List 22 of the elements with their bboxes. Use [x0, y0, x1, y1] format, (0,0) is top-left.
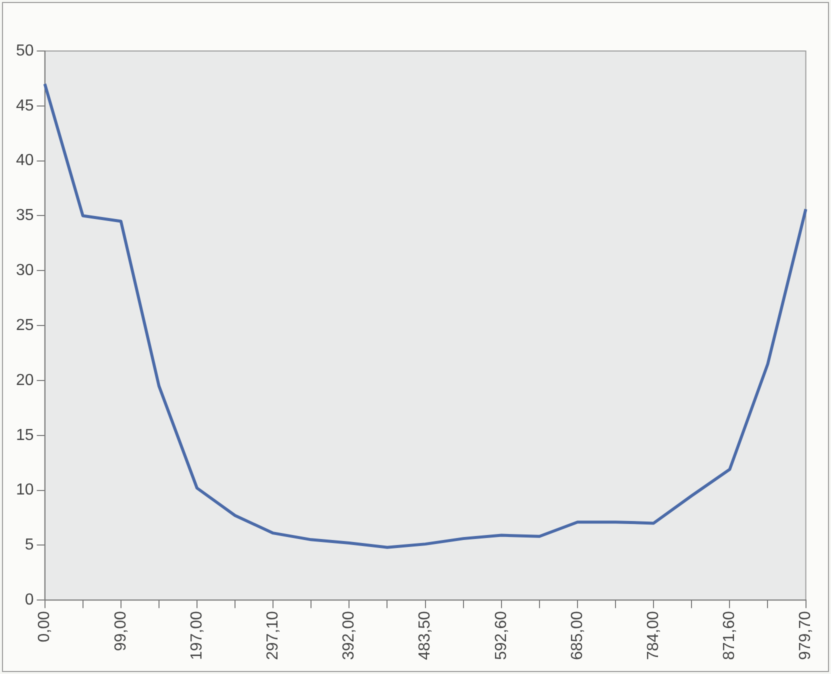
x-tick-label: 99,00 [112, 610, 130, 652]
x-tick-label: 871,60 [721, 610, 738, 660]
x-tick-label: 197,00 [188, 610, 206, 660]
y-tick-label: 35 [16, 207, 34, 224]
x-tick-label: 483,50 [416, 610, 434, 660]
y-tick-label: 45 [16, 97, 34, 114]
x-tick-label: 979,70 [797, 610, 814, 660]
y-tick-label: 50 [16, 42, 34, 60]
x-tick-label: 784,00 [645, 610, 662, 660]
x-tick-label: 297,10 [264, 610, 282, 660]
y-tick-label: 30 [16, 262, 34, 280]
x-tick-label: 592,60 [492, 610, 510, 660]
y-tick-label: 5 [24, 536, 34, 554]
y-tick-label: 25 [16, 316, 34, 334]
x-tick-label: 392,00 [340, 610, 358, 660]
y-tick-label: 10 [16, 482, 34, 499]
x-tick-label: 0,00 [36, 610, 54, 642]
y-tick-label: 0 [24, 591, 34, 608]
x-tick-label: 685,00 [568, 610, 586, 660]
y-tick-label: 20 [16, 372, 34, 389]
y-tick-label: 40 [16, 152, 34, 170]
y-tick-label: 15 [16, 426, 34, 444]
